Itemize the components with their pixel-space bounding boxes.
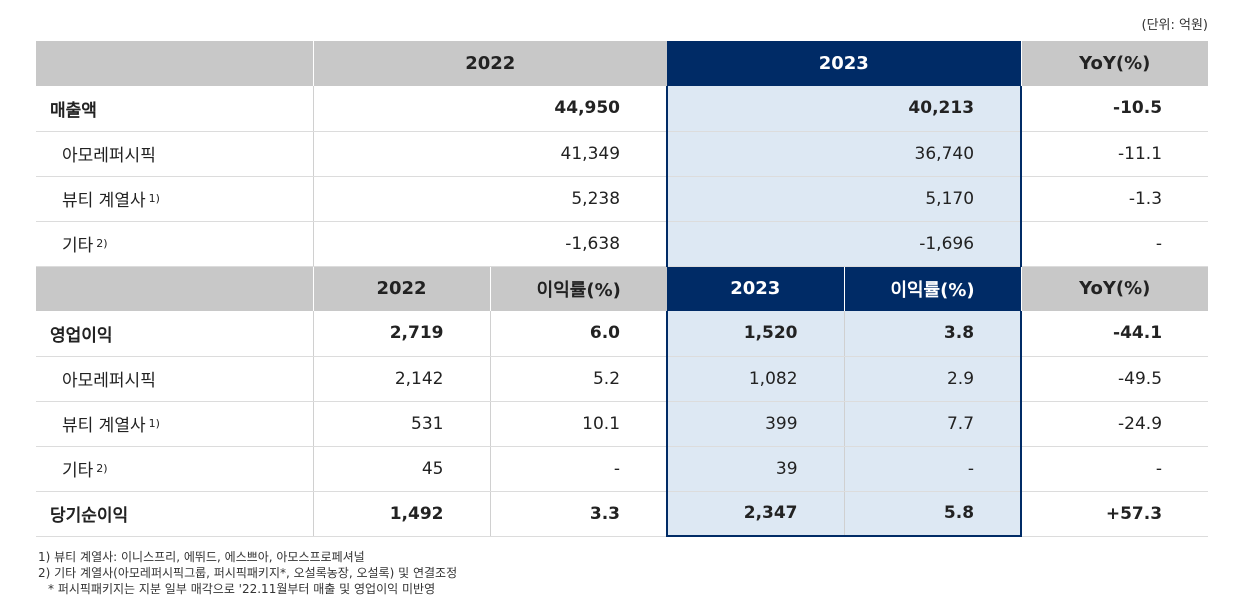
row-label: 뷰티 계열사 1) [36,176,313,222]
value-2023: 40,213 [666,86,1023,132]
margin-2022: 10.1 [489,401,668,447]
table-row: 아모레퍼시픽 41,349 36,740 -11.1 [36,131,1209,177]
value-2022: 45 [312,446,490,492]
footnote-marker: 1) [148,417,160,430]
profit-header-row: 2022 이익률(%) 2023 이익률(%) YoY(%) [36,266,1209,311]
table-row: 영업이익 2,719 6.0 1,520 3.8 -44.1 [36,311,1209,357]
financial-summary-table: 2022 2023 YoY(%) 매출액 44,950 40,213 -10.5… [36,41,1209,537]
value-yoy: -11.1 [1021,131,1209,177]
table-row: 뷰티 계열사 1) 531 10.1 399 7.7 -24.9 [36,401,1209,447]
row-label: 영업이익 [36,311,313,357]
footnote-2: 2) 기타 계열사(아모레퍼시픽그룹, 퍼시픽패키지*, 오설록농장, 오설록)… [38,566,458,580]
margin-2023: 2.9 [843,356,1023,402]
header-yoy: YoY(%) [1020,41,1209,86]
table-row: 아모레퍼시픽 2,142 5.2 1,082 2.9 -49.5 [36,356,1209,402]
value-2023: 1,082 [666,356,845,402]
header-2022: 2022 [312,266,490,311]
value-yoy: -10.5 [1021,86,1209,132]
margin-2022: 3.3 [489,491,668,537]
header-2022: 2022 [312,41,668,86]
value-2022: 531 [312,401,490,447]
row-label: 기타 2) [36,221,313,267]
value-2022: -1,638 [312,221,668,267]
header-margin-2022: 이익률(%) [489,266,668,311]
value-2023: 39 [666,446,845,492]
value-yoy: -24.9 [1021,401,1209,447]
value-2023: -1,696 [666,221,1023,267]
footnote-marker: 1) [148,192,160,205]
revenue-header-row: 2022 2023 YoY(%) [36,41,1209,86]
value-yoy: - [1021,446,1209,492]
header-label-cell [36,41,313,86]
row-label: 기타 2) [36,446,313,492]
header-label-cell [36,266,313,311]
value-2023: 5,170 [666,176,1023,222]
value-2022: 2,719 [312,311,490,357]
margin-2022: 5.2 [489,356,668,402]
footnote-1: 1) 뷰티 계열사: 이니스프리, 에뛰드, 에스쁘아, 아모스프로페셔널 [38,550,365,564]
unit-label: (단위: 억원) [1141,18,1209,33]
header-yoy: YoY(%) [1020,266,1209,311]
margin-2023: 5.8 [843,491,1023,537]
value-2022: 2,142 [312,356,490,402]
value-yoy: -49.5 [1021,356,1209,402]
value-yoy: -44.1 [1021,311,1209,357]
value-2022: 5,238 [312,176,668,222]
value-yoy: +57.3 [1021,491,1209,537]
value-2022: 41,349 [312,131,668,177]
margin-2023: 3.8 [843,311,1023,357]
row-label: 매출액 [36,86,313,132]
value-2022: 44,950 [312,86,668,132]
table-row: 기타 2) 45 - 39 - - [36,446,1209,492]
table-row: 뷰티 계열사 1) 5,238 5,170 -1.3 [36,176,1209,222]
header-2023: 2023 [667,266,845,311]
margin-2023: - [843,446,1023,492]
margin-2022: 6.0 [489,311,668,357]
table-row: 당기순이익 1,492 3.3 2,347 5.8 +57.3 [36,491,1209,537]
header-2023: 2023 [667,41,1022,86]
margin-2023: 7.7 [843,401,1023,447]
row-label: 아모레퍼시픽 [36,131,313,177]
footnote-asterisk: * 퍼시픽패키지는 지분 일부 매각으로 '22.11월부터 매출 및 영업이익… [48,582,436,596]
value-2022: 1,492 [312,491,490,537]
value-2023: 1,520 [666,311,845,357]
value-2023: 399 [666,401,845,447]
table-row: 기타 2) -1,638 -1,696 - [36,221,1209,267]
margin-2022: - [489,446,668,492]
row-label: 당기순이익 [36,491,313,537]
table-row: 매출액 44,950 40,213 -10.5 [36,86,1209,132]
footnotes: 1) 뷰티 계열사: 이니스프리, 에뛰드, 에스쁘아, 아모스프로페셔널 2)… [38,549,457,597]
row-label: 뷰티 계열사 1) [36,401,313,447]
footnote-marker: 2) [96,462,108,475]
header-margin-2023: 이익률(%) [843,266,1022,311]
value-2023: 2,347 [666,491,845,537]
row-label: 아모레퍼시픽 [36,356,313,402]
value-yoy: - [1021,221,1209,267]
value-yoy: -1.3 [1021,176,1209,222]
value-2023: 36,740 [666,131,1023,177]
footnote-marker: 2) [96,237,108,250]
